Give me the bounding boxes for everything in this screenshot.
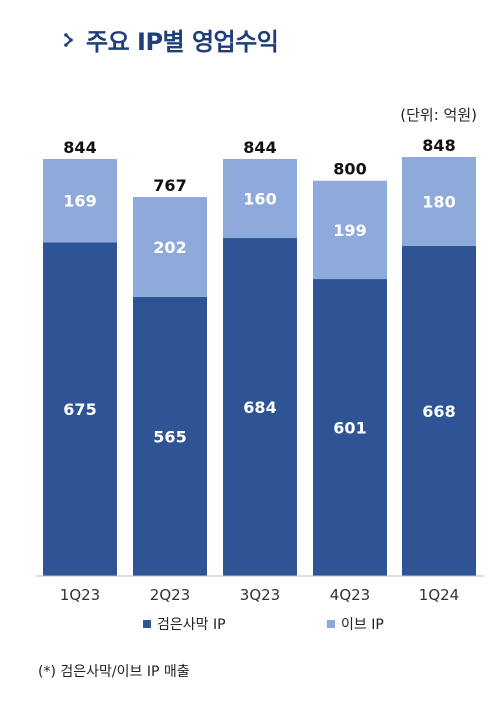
bar-total-label: 848 bbox=[422, 136, 455, 155]
legend-label-top: 이브 IP bbox=[341, 617, 384, 633]
bar-total-label: 844 bbox=[243, 138, 276, 157]
bar-value-label: 202 bbox=[153, 238, 186, 257]
x-tick-label: 4Q23 bbox=[330, 586, 370, 604]
bar-total-label: 844 bbox=[63, 138, 96, 157]
legend-item-bottom: 검은사막 IP bbox=[143, 614, 226, 634]
bar-segment-bottom bbox=[313, 279, 387, 576]
bar-segment-bottom bbox=[43, 242, 117, 576]
stacked-bar-chart: 675 169 844 1Q23 565 202 767 2Q23 684 160 844 3Q23 6… bbox=[36, 136, 484, 604]
legend-item-top: 이브 IP bbox=[327, 614, 384, 634]
footnote: (*) 검은사막/이브 IP 매출 bbox=[38, 664, 190, 680]
x-tick-label: 2Q23 bbox=[150, 586, 190, 604]
bar-value-label: 675 bbox=[63, 400, 96, 419]
chart-title: 주요 IP별 영업수익 bbox=[86, 28, 279, 56]
legend-swatch-bottom bbox=[143, 620, 151, 628]
bar-value-label: 565 bbox=[153, 427, 186, 446]
bar-value-label: 601 bbox=[333, 419, 366, 438]
bar-value-label: 199 bbox=[333, 221, 366, 240]
bar-value-label: 668 bbox=[422, 402, 455, 421]
bar-segment-top bbox=[402, 157, 476, 246]
bar-total-label: 767 bbox=[153, 176, 186, 195]
legend-swatch-top bbox=[327, 620, 335, 628]
bar-value-label: 180 bbox=[422, 192, 455, 211]
bar-segment-bottom bbox=[402, 245, 476, 577]
bar-value-label: 160 bbox=[243, 190, 276, 209]
x-tick-label: 1Q24 bbox=[419, 586, 459, 604]
bar-segment-top bbox=[223, 158, 297, 239]
diamond-bullet-icon bbox=[64, 32, 73, 47]
bar-segment-top bbox=[313, 180, 387, 280]
x-tick-label: 1Q23 bbox=[60, 586, 100, 604]
bar-segment-top bbox=[133, 197, 207, 297]
bar-value-label: 169 bbox=[63, 192, 96, 211]
x-tick-label: 3Q23 bbox=[240, 586, 280, 604]
legend-label-bottom: 검은사막 IP bbox=[157, 617, 226, 633]
bar-segment-bottom bbox=[133, 296, 207, 576]
bar-segment-bottom bbox=[223, 238, 297, 576]
bar-total-label: 800 bbox=[333, 160, 366, 179]
unit-label: (단위: 억원) bbox=[400, 106, 477, 124]
title-row: 주요 IP별 영업수익 bbox=[62, 22, 279, 57]
bar-segment-top bbox=[43, 158, 117, 243]
bar-value-label: 684 bbox=[243, 398, 276, 417]
